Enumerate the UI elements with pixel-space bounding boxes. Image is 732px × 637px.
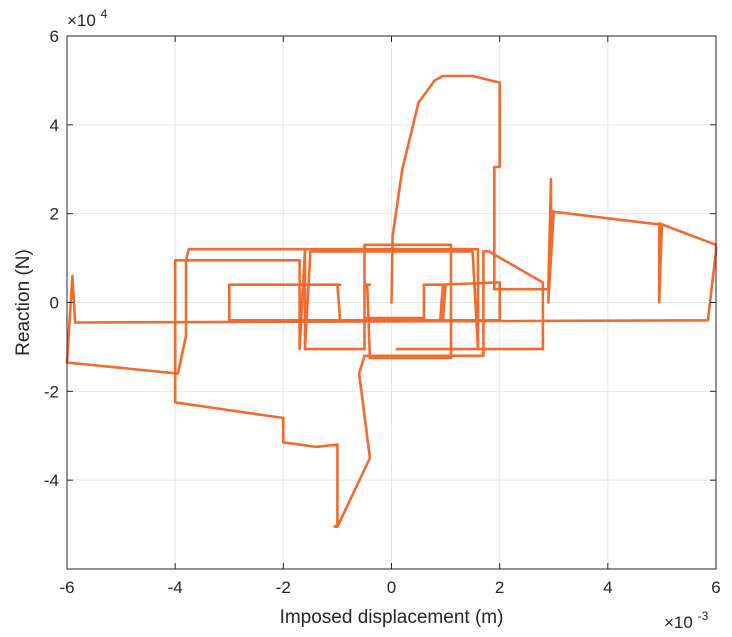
y-tick-label: 4 [50, 116, 59, 135]
y-multiplier-exponent: 4 [101, 7, 108, 21]
x-tick-label: 4 [603, 578, 612, 597]
x-multiplier-label: ×10 -3 [664, 609, 709, 632]
series-layer [65, 74, 718, 529]
y-multiplier-base: ×10 [67, 11, 96, 30]
x-tick-label: -6 [59, 578, 74, 597]
x-tick-label: 0 [387, 578, 396, 597]
series-line-0 [65, 74, 718, 529]
x-tick-label: 6 [711, 578, 720, 597]
y-tick-label: -2 [44, 382, 59, 401]
y-tick-label: 2 [50, 205, 59, 224]
x-tick-label: 2 [495, 578, 504, 597]
y-tick-label: 0 [50, 294, 59, 313]
y-multiplier-label: ×10 4 [67, 7, 108, 30]
x-tick-labels: -6 -4 -2 0 2 4 6 [59, 578, 720, 597]
x-axis-label: Imposed displacement (m) [280, 607, 504, 628]
x-multiplier-exponent: -3 [698, 609, 709, 623]
x-tick-label: -2 [276, 578, 291, 597]
y-tick-labels: 6 4 2 0 -2 -4 [44, 27, 59, 490]
y-axis-label: Reaction (N) [13, 249, 34, 356]
x-multiplier-base: ×10 [664, 613, 693, 632]
tick-marks [66, 35, 717, 569]
y-tick-label: -4 [44, 471, 59, 490]
y-tick-label: 6 [50, 27, 59, 46]
x-tick-label: -4 [168, 578, 183, 597]
